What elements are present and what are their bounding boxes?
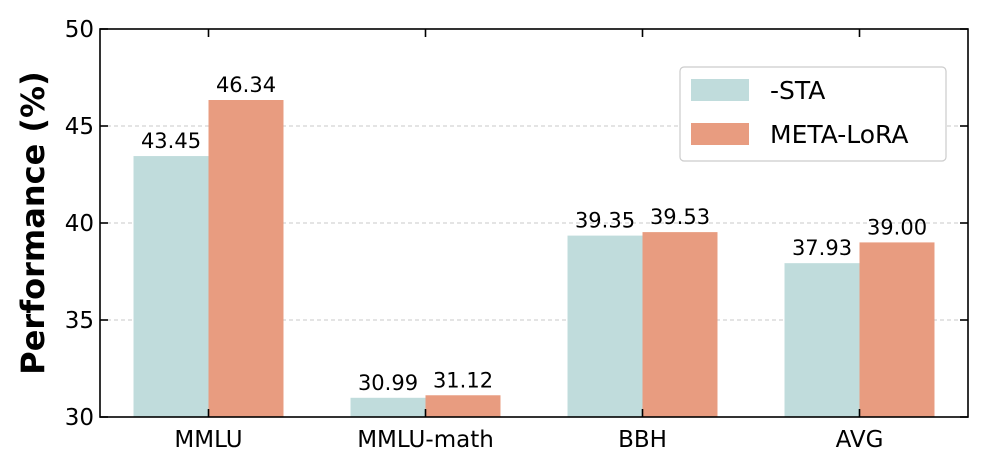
legend-label-sta: -STA bbox=[770, 76, 825, 105]
bar-sta bbox=[567, 235, 643, 417]
y-tick-label: 35 bbox=[65, 308, 94, 334]
x-tick-label: MMLU-math bbox=[357, 427, 494, 453]
y-tick-label: 50 bbox=[65, 17, 94, 43]
x-tick-label: MMLU bbox=[174, 427, 242, 453]
bar-sta bbox=[350, 397, 426, 417]
legend-swatch-sta bbox=[691, 79, 749, 101]
bar-meta-lora bbox=[425, 395, 501, 417]
bar-sta bbox=[784, 263, 860, 417]
bar-sta bbox=[133, 156, 209, 417]
bar-value-label: 46.34 bbox=[216, 73, 276, 97]
y-tick-label: 45 bbox=[65, 114, 94, 140]
x-tick-label: AVG bbox=[836, 427, 884, 453]
bar-meta-lora bbox=[208, 100, 284, 417]
bar-value-label: 39.00 bbox=[867, 215, 927, 239]
y-axis-label: Performance (%) bbox=[14, 71, 52, 374]
bars bbox=[133, 100, 935, 417]
bar-value-label: 39.35 bbox=[575, 209, 635, 233]
legend-swatch-meta-lora bbox=[691, 123, 749, 145]
bar-value-label: 31.12 bbox=[433, 368, 493, 392]
y-tick-label: 40 bbox=[65, 211, 94, 237]
x-axis: MMLU MMLU-math BBH AVG bbox=[174, 29, 883, 453]
bar-meta-lora bbox=[859, 242, 935, 417]
bar-value-label: 37.93 bbox=[792, 236, 852, 260]
legend: -STA META-LoRA bbox=[679, 66, 947, 162]
y-tick-label: 30 bbox=[65, 405, 94, 431]
y-axis: 30 35 40 45 50 bbox=[65, 17, 968, 431]
legend-label-meta-lora: META-LoRA bbox=[770, 120, 909, 149]
bar-value-label: 39.53 bbox=[650, 205, 710, 229]
bar-value-labels: 43.45 46.34 30.99 31.12 39.35 39.53 37.93 39.00 bbox=[141, 73, 927, 395]
x-tick-label: BBH bbox=[618, 427, 667, 453]
bar-meta-lora bbox=[642, 232, 718, 417]
bar-value-label: 30.99 bbox=[358, 371, 418, 395]
bar-value-label: 43.45 bbox=[141, 129, 201, 153]
